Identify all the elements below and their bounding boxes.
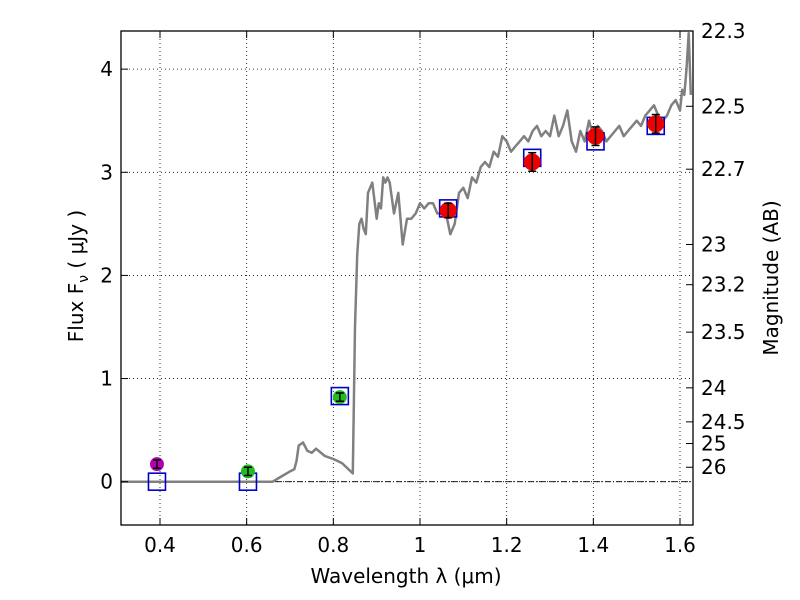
y-tick-label: 0: [100, 470, 113, 494]
y-axis-label-main: Flux F: [64, 283, 88, 342]
x-tick-label: 0.6: [231, 533, 263, 557]
x-tick-label: 1.4: [577, 533, 609, 557]
plot-frame: [120, 30, 694, 526]
grid-lines: [121, 31, 693, 525]
magnitude-tick-label: 23.2: [701, 273, 746, 297]
model-photometry-square: [147, 472, 167, 491]
x-axis-ticks: 0.4 0.6 0.8 1 1.2 1.4 1.6: [144, 31, 696, 557]
y-axis-label-subscript: ν: [76, 275, 92, 283]
magnitude-tick-label: 23: [701, 232, 726, 256]
photometry-points: [147, 113, 666, 491]
magnitude-tick-label: 24: [701, 376, 726, 400]
magnitude-tick-label: 26: [701, 455, 726, 479]
x-tick-label: 1.2: [491, 533, 523, 557]
y-axis-label: Flux Fν ( μJy ): [64, 210, 92, 342]
x-tick-label: 0.4: [144, 533, 176, 557]
y-tick-label: 3: [100, 160, 113, 184]
y-tick-label: 1: [100, 367, 113, 391]
x-tick-label: 1: [414, 533, 427, 557]
magnitude-tick-label: 22.3: [701, 19, 746, 43]
model-photometry-square: [330, 386, 350, 406]
magnitude-tick-label: 22.7: [701, 157, 746, 181]
magnitude-tick-label: 23.5: [701, 320, 746, 344]
magnitude-tick-label: 24.5: [701, 410, 746, 434]
x-tick-label: 1.6: [664, 533, 696, 557]
y-axis-ticks: 0 1 2 3 4: [100, 57, 128, 494]
magnitude-tick-label: 25: [701, 432, 726, 456]
magnitude-tick-label: 22.5: [701, 94, 746, 118]
model-spectrum: [121, 31, 693, 483]
model-spectrum-line: [121, 31, 693, 483]
x-tick-label: 0.8: [317, 533, 349, 557]
y-tick-label: 4: [100, 57, 113, 81]
y-axis-label-units: ( μJy ): [64, 210, 88, 275]
magnitude-axis-label: Magnitude (AB): [759, 200, 783, 355]
y-tick-label: 2: [100, 263, 113, 287]
x-axis-label: Wavelength λ (μm): [310, 564, 501, 588]
